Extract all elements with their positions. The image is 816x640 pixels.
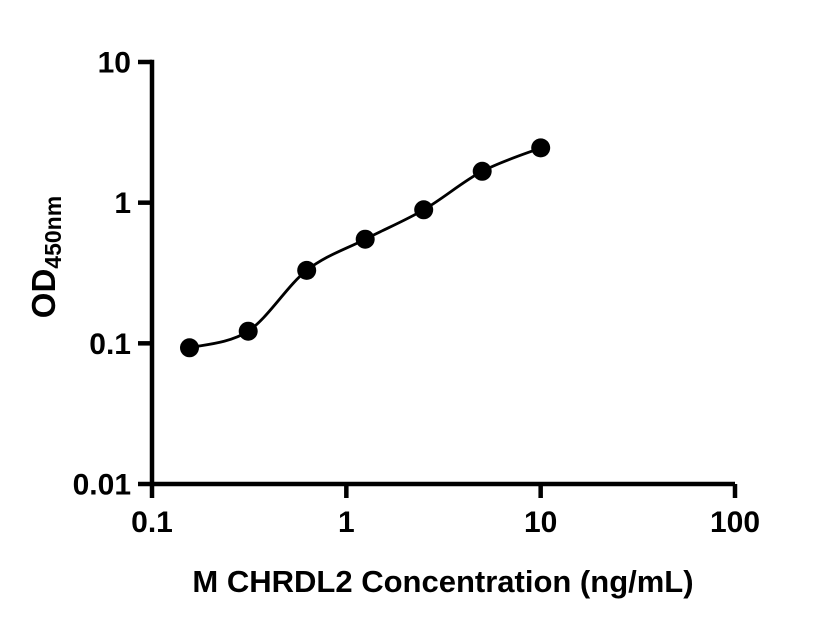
y-axis-title: OD450nm bbox=[25, 196, 67, 318]
axes bbox=[149, 59, 735, 487]
x-tick-label: 0.1 bbox=[131, 506, 173, 539]
y-tick-label: 0.1 bbox=[89, 328, 131, 361]
y-tick-label: 1 bbox=[114, 187, 131, 220]
data-point bbox=[297, 260, 317, 280]
data-point bbox=[414, 200, 434, 220]
data-point bbox=[531, 138, 551, 158]
data-point bbox=[472, 161, 492, 181]
x-axis-title: M CHRDL2 Concentration (ng/mL) bbox=[192, 564, 694, 599]
y-axis-title-subscript: 450nm bbox=[40, 195, 66, 269]
x-tick-label: 1 bbox=[338, 506, 355, 539]
data-point bbox=[238, 321, 258, 341]
y-axis-title-main: OD bbox=[25, 268, 62, 319]
data-point bbox=[355, 229, 375, 249]
y-tick-label: 0.01 bbox=[73, 469, 131, 502]
y-tick-label: 10 bbox=[98, 47, 131, 80]
data-point bbox=[180, 338, 199, 358]
x-tick-label: 100 bbox=[710, 506, 760, 539]
x-tick-label: 10 bbox=[524, 506, 557, 539]
